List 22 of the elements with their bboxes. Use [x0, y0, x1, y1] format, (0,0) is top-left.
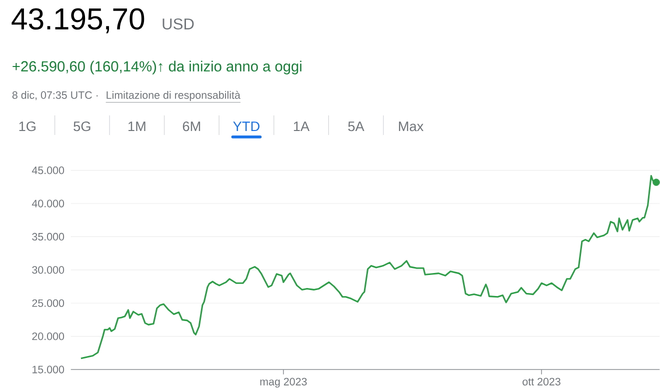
x-tick-label: ott 2023	[522, 378, 560, 386]
y-tick-label: 35.000	[32, 233, 64, 241]
text: Max	[398, 122, 424, 132]
text: +26.590,60 (160,14%)↑ da inizio anno a oggi	[12, 60, 302, 75]
y-tick-label: 25.000	[32, 299, 64, 308]
text: 1A	[294, 122, 310, 132]
y-tick-label: 30.000	[32, 266, 64, 274]
y-tick-label: 15.000	[32, 366, 64, 374]
y-tick-label: 40.000	[32, 200, 64, 208]
text: Limitazione di responsabilità	[106, 90, 240, 102]
y-tick-label: 20.000	[32, 332, 64, 340]
x-tick-label: mag 2023	[260, 378, 307, 388]
text: 1G	[19, 122, 36, 132]
chart-title: 43.195,70	[12, 8, 144, 34]
text: 6M	[182, 122, 200, 132]
text: 1M	[128, 122, 146, 132]
text: USD	[162, 18, 194, 30]
y-tick-label: 45.000	[32, 166, 64, 174]
text: 5G	[74, 122, 90, 132]
text: 5A	[348, 122, 364, 132]
text: 8 dic, 07:35 UTC ·	[12, 91, 98, 100]
text: YTD	[233, 122, 260, 132]
